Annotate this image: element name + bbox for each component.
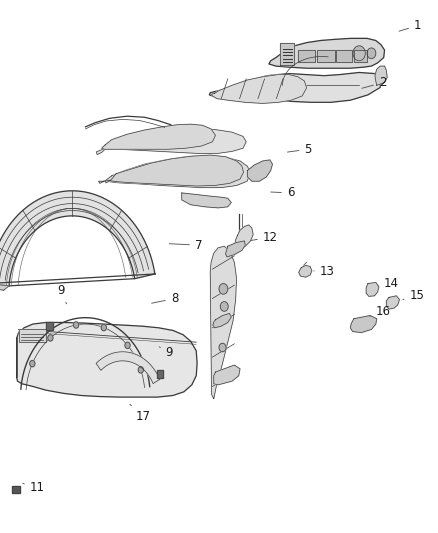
Polygon shape — [247, 160, 272, 181]
Polygon shape — [0, 284, 9, 290]
Polygon shape — [375, 66, 387, 85]
Circle shape — [101, 325, 106, 331]
Bar — [157, 370, 163, 378]
Text: 7: 7 — [169, 239, 202, 252]
Polygon shape — [280, 43, 294, 65]
Polygon shape — [102, 124, 215, 149]
Polygon shape — [226, 241, 245, 257]
Circle shape — [74, 322, 79, 328]
Text: 6: 6 — [271, 187, 294, 199]
Polygon shape — [182, 193, 231, 208]
Bar — [298, 50, 315, 62]
Circle shape — [220, 302, 228, 311]
Bar — [46, 322, 53, 330]
Bar — [46, 322, 53, 330]
Circle shape — [138, 367, 143, 373]
Polygon shape — [214, 365, 240, 385]
Circle shape — [353, 46, 365, 61]
Bar — [317, 50, 335, 62]
Polygon shape — [17, 322, 197, 397]
Bar — [336, 50, 352, 62]
Text: 13: 13 — [314, 265, 335, 278]
Polygon shape — [99, 156, 251, 188]
Polygon shape — [212, 75, 307, 103]
Polygon shape — [299, 265, 312, 277]
Text: 11: 11 — [23, 481, 45, 494]
Text: 15: 15 — [403, 289, 424, 302]
Text: 1: 1 — [399, 19, 421, 32]
Circle shape — [219, 343, 226, 352]
Bar — [12, 486, 20, 493]
Text: 16: 16 — [370, 305, 391, 318]
Bar — [317, 50, 335, 62]
Bar — [19, 329, 46, 342]
Text: 2: 2 — [362, 76, 386, 89]
Text: 9: 9 — [159, 346, 173, 359]
Text: 12: 12 — [251, 231, 278, 244]
Circle shape — [48, 335, 53, 341]
Bar — [298, 50, 315, 62]
Bar — [19, 329, 46, 342]
Polygon shape — [210, 246, 237, 399]
Text: 9: 9 — [57, 284, 67, 304]
Polygon shape — [350, 316, 377, 333]
Polygon shape — [366, 282, 379, 296]
Polygon shape — [235, 225, 253, 249]
Text: 14: 14 — [378, 277, 398, 290]
Polygon shape — [0, 191, 155, 286]
Bar — [12, 486, 20, 493]
Text: 5: 5 — [287, 143, 312, 156]
Circle shape — [367, 48, 376, 59]
Circle shape — [30, 360, 35, 367]
Text: 8: 8 — [152, 292, 178, 305]
Polygon shape — [96, 129, 246, 155]
Circle shape — [125, 342, 130, 349]
Bar — [354, 50, 367, 62]
Bar — [354, 50, 367, 62]
Text: 17: 17 — [130, 405, 151, 423]
Bar — [336, 50, 352, 62]
Polygon shape — [269, 38, 385, 68]
Polygon shape — [386, 296, 399, 309]
Polygon shape — [209, 72, 381, 102]
Circle shape — [219, 284, 228, 294]
Polygon shape — [213, 313, 231, 328]
Bar — [157, 370, 163, 378]
Polygon shape — [105, 155, 244, 186]
Polygon shape — [96, 352, 160, 384]
